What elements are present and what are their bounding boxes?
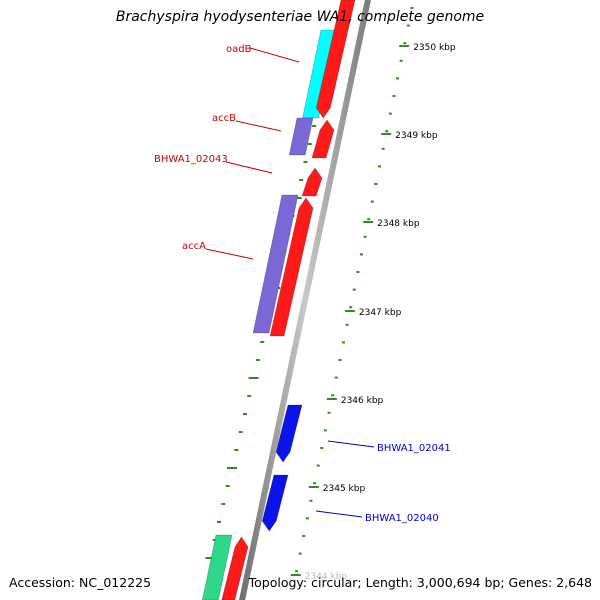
gene-label: accA [182,241,206,252]
gene-label: BHWA1_02040 [365,513,439,524]
feature-accB-red [311,119,335,159]
ruler-label: 2344 kbp [305,572,348,582]
ruler-label: 2345 kbp [323,484,366,494]
gene-label: oadB [226,44,252,55]
gene-label-layer: oadB accB BHWA1_02043 accA BHWA1_02041 BHWA1_… [154,44,451,524]
feature-BHWA1_02040 [261,474,289,532]
topology-text: Topology: circular; Length: 3,000,694 bp… [248,575,592,590]
feature-BHWA1_02043 [301,167,323,197]
ruler-label: 2348 kbp [377,219,420,229]
leader-line [327,440,375,448]
feature-track [201,0,356,600]
leader-line [235,120,282,132]
leader-line [205,248,254,260]
genome-backbone [239,0,371,600]
feature-accA [252,194,299,334]
feature-accA-red [269,197,314,337]
gene-label: accB [212,113,236,124]
leader-line [249,47,300,63]
feature-oadB [302,29,338,119]
feature-oadB-red [315,0,356,119]
feature-BHWA1_02041 [275,404,303,463]
ruler-label-layer: 2350 kbp 2349 kbp 2348 kbp 2347 kbp 2346 kbp… [305,43,456,582]
outer-tick-ruler [290,7,414,576]
feature-bottom-green [201,534,233,600]
ruler-label: 2349 kbp [395,131,438,141]
gene-label: BHWA1_02043 [154,154,228,165]
map-title: Brachyspira hyodysenteriae WA1, complete… [115,9,485,25]
ruler-label: 2347 kbp [359,308,402,318]
feature-accB [288,117,314,156]
leader-line [315,510,363,518]
ruler-label: 2350 kbp [413,43,456,53]
ruler-label: 2346 kbp [341,396,384,406]
feature-bottom-red [221,536,249,600]
accession-text: Accession: NC_012225 [9,575,152,590]
gene-label: BHWA1_02041 [377,443,451,454]
leader-line [225,161,273,174]
